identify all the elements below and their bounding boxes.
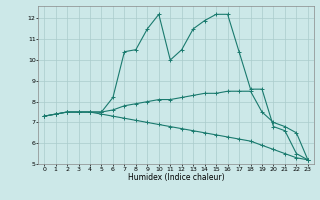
- X-axis label: Humidex (Indice chaleur): Humidex (Indice chaleur): [128, 173, 224, 182]
